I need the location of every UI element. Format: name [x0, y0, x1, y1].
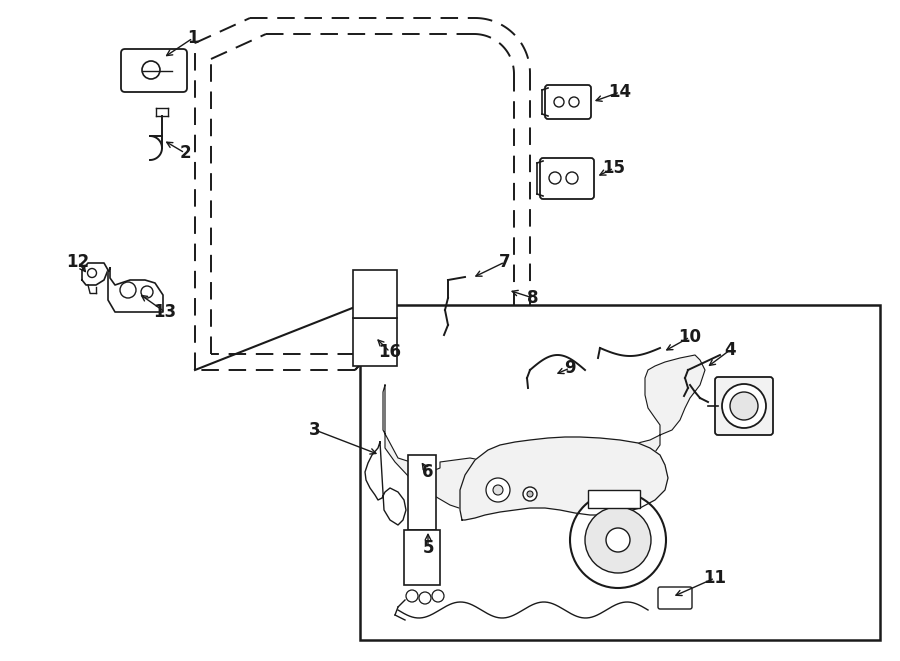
Text: 7: 7: [500, 253, 511, 271]
Bar: [588, 490, 640, 508]
FancyBboxPatch shape: [121, 49, 187, 92]
Circle shape: [585, 507, 651, 573]
Text: 3: 3: [310, 421, 320, 439]
Circle shape: [523, 487, 537, 501]
Circle shape: [606, 528, 630, 552]
FancyBboxPatch shape: [540, 158, 594, 199]
Text: 12: 12: [67, 253, 90, 271]
Circle shape: [493, 485, 503, 495]
Text: 16: 16: [379, 343, 401, 361]
Circle shape: [549, 172, 561, 184]
Circle shape: [566, 172, 578, 184]
Text: 5: 5: [422, 539, 434, 557]
Bar: [404, 530, 440, 585]
Circle shape: [730, 392, 758, 420]
Text: 4: 4: [724, 341, 736, 359]
Text: 10: 10: [679, 328, 701, 346]
Polygon shape: [82, 263, 108, 285]
Circle shape: [570, 492, 666, 588]
Polygon shape: [365, 442, 406, 525]
Bar: [353, 318, 397, 366]
Circle shape: [120, 282, 136, 298]
Bar: [353, 270, 397, 318]
Circle shape: [432, 590, 444, 602]
Text: 1: 1: [187, 29, 199, 47]
Bar: [408, 455, 436, 530]
FancyBboxPatch shape: [658, 587, 692, 609]
Text: 6: 6: [422, 463, 434, 481]
Circle shape: [142, 61, 160, 79]
Circle shape: [569, 97, 579, 107]
Circle shape: [419, 592, 431, 604]
Circle shape: [722, 384, 766, 428]
FancyBboxPatch shape: [545, 85, 591, 119]
Text: 2: 2: [179, 144, 191, 162]
Circle shape: [527, 491, 533, 497]
Text: 15: 15: [602, 159, 626, 177]
Circle shape: [87, 268, 96, 278]
Circle shape: [141, 286, 153, 298]
Text: 14: 14: [608, 83, 632, 101]
Text: 9: 9: [564, 359, 576, 377]
Text: 13: 13: [153, 303, 176, 321]
Circle shape: [406, 590, 418, 602]
Circle shape: [554, 97, 564, 107]
Text: 8: 8: [527, 289, 539, 307]
Polygon shape: [460, 437, 668, 520]
Polygon shape: [383, 355, 705, 510]
Text: 11: 11: [704, 569, 726, 587]
FancyBboxPatch shape: [715, 377, 773, 435]
Circle shape: [486, 478, 510, 502]
Polygon shape: [108, 268, 163, 312]
Bar: [360, 305, 880, 640]
